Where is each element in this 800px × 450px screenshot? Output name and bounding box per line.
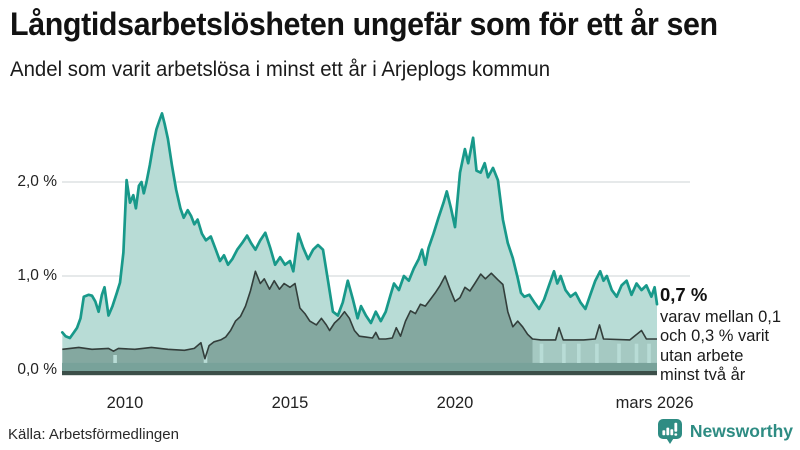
two-year-line xyxy=(62,270,657,360)
annotation-line: och 0,3 % varit xyxy=(660,327,770,345)
band-notch xyxy=(113,355,117,363)
band-notch xyxy=(595,343,599,363)
area-one-year xyxy=(62,113,658,373)
y-tick-label: 1,0 % xyxy=(17,267,57,284)
newsworthy-icon xyxy=(657,419,682,444)
x-tick-label: mars 2026 xyxy=(615,394,694,412)
x-tick-label: 2010 xyxy=(106,394,144,412)
band-notch xyxy=(562,343,566,363)
y-tick-label: 0,0 % xyxy=(17,361,57,378)
newsworthy-brand-link[interactable]: Newsworthy xyxy=(657,418,793,445)
x-axis-line xyxy=(62,371,657,376)
area-two-years xyxy=(62,271,533,372)
y-tick-label: 2,0 % xyxy=(17,173,57,190)
page-title: Långtidsarbetslösheten ungefär som för e… xyxy=(10,6,718,42)
band-notch xyxy=(617,343,621,363)
chart-subtitle: Andel som varit arbetslösa i minst ett å… xyxy=(10,58,551,81)
source-note: Källa: Arbetsförmedlingen xyxy=(8,426,179,443)
annotation-line: varav mellan 0,1 xyxy=(660,307,782,326)
annotation-line: utan arbete xyxy=(660,346,744,365)
one-year-line xyxy=(60,112,659,340)
x-tick-label: 2015 xyxy=(271,394,309,412)
x-tick-label: 2020 xyxy=(436,394,474,412)
annotation-line: minst två år xyxy=(660,366,746,384)
band-notch xyxy=(539,343,544,363)
band-notch xyxy=(634,343,639,363)
end-value-label: 0,7 % xyxy=(660,284,708,305)
baseline-band xyxy=(62,362,657,371)
band-notch xyxy=(647,343,651,363)
end-annotation: 0,7 % varav mellan 0,1 och 0,3 % varit u… xyxy=(660,285,781,386)
brand-name: Newsworthy xyxy=(689,421,793,441)
band-notch xyxy=(577,343,581,363)
